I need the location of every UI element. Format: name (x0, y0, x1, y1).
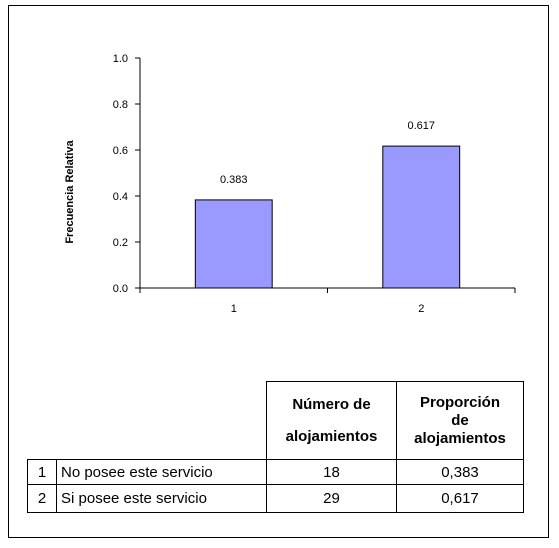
row-index: 1 (27, 459, 57, 485)
y-tick-label: 0.8 (113, 99, 128, 111)
table-row: 2 Si posee este servicio 29 0,617 (27, 484, 524, 513)
data-label: 0.617 (407, 120, 435, 132)
y-tick-label: 1.0 (113, 53, 128, 65)
y-tick-label: 0.4 (113, 191, 128, 203)
header-count: Número de alojamientos (266, 381, 397, 460)
row-index: 2 (27, 484, 57, 513)
row-proportion: 0,617 (396, 484, 524, 513)
row-count: 29 (266, 484, 397, 513)
frequency-table: Número de alojamientos Proporción de alo… (27, 381, 524, 513)
x-tick-label: 1 (231, 303, 237, 315)
bar-chart: 0.0 0.2 0.4 0.6 0.8 1.0 1 2 0.383 0.617 Frecuen… (64, 53, 516, 315)
row-label: Si posee este servicio (56, 484, 267, 513)
bar-1 (194, 199, 273, 289)
bar-2 (382, 145, 461, 289)
y-tick-label: 0.6 (113, 145, 128, 157)
data-label: 0.383 (220, 174, 248, 186)
x-tick-label: 2 (418, 303, 424, 315)
row-count: 18 (266, 459, 397, 485)
table-row: 1 No posee este servicio 18 0,383 (27, 459, 524, 485)
header-proportion: Proporción de alojamientos (396, 381, 524, 460)
y-tick-label: 0.0 (113, 283, 128, 295)
table-header-row: Número de alojamientos Proporción de alo… (27, 381, 524, 460)
row-label: No posee este servicio (56, 459, 267, 485)
row-proportion: 0,383 (396, 459, 524, 485)
y-axis-label: Frecuencia Relativa (64, 139, 76, 243)
y-tick-label: 0.2 (113, 237, 128, 249)
